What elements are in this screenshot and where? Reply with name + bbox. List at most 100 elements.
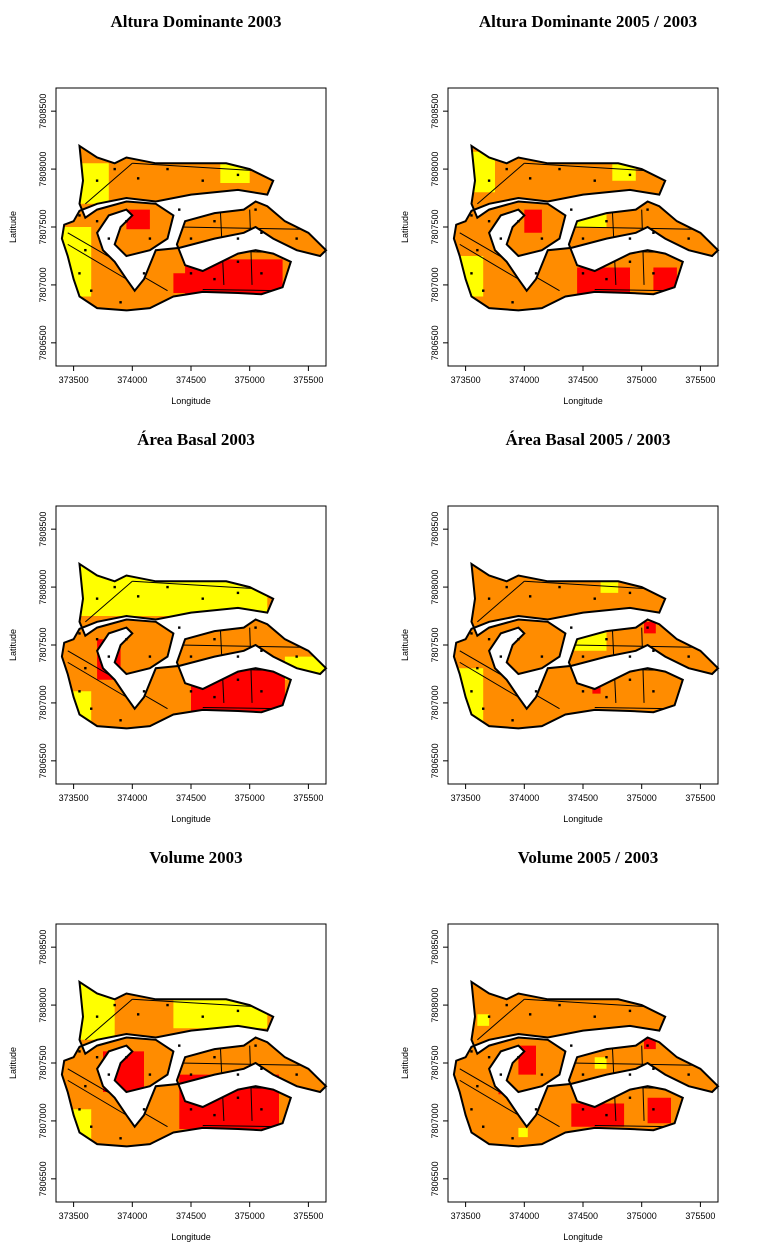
y-axis-label: Latitude [400, 629, 410, 661]
class-zone-yellow [518, 1128, 527, 1137]
sample-point [470, 1108, 472, 1110]
x-tick-label: 375500 [293, 375, 323, 385]
y-tick-label: 7807000 [38, 267, 48, 302]
class-zone-red [518, 1046, 536, 1075]
sample-point [629, 1010, 631, 1012]
sample-point [78, 632, 80, 634]
sample-point [541, 1073, 543, 1075]
sample-point [488, 1015, 490, 1017]
sample-point [558, 1004, 560, 1006]
sample-point [96, 220, 98, 222]
sample-point [260, 690, 262, 692]
sample-point [84, 249, 86, 251]
y-tick-label: 7807500 [38, 209, 48, 244]
sample-point [541, 237, 543, 239]
sample-point [78, 690, 80, 692]
y-tick-label: 7808000 [38, 152, 48, 187]
sample-point [629, 261, 631, 263]
y-tick-label: 7807000 [38, 685, 48, 720]
sample-point [629, 1073, 631, 1075]
y-tick-label: 7808500 [430, 512, 440, 547]
sample-point [652, 1068, 654, 1070]
sample-point [629, 655, 631, 657]
x-tick-label: 375000 [627, 1211, 657, 1221]
sample-point [605, 1056, 607, 1058]
sample-point [570, 1044, 572, 1046]
sample-point [500, 655, 502, 657]
sample-point [470, 1050, 472, 1052]
sample-point [652, 272, 654, 274]
sample-point [178, 1044, 180, 1046]
sample-point [488, 220, 490, 222]
y-tick-label: 7806500 [430, 325, 440, 360]
x-axis-label: Longitude [563, 1232, 603, 1242]
sample-point [149, 655, 151, 657]
y-tick-label: 7806500 [38, 1161, 48, 1196]
y-tick-label: 7808000 [38, 988, 48, 1023]
y-tick-label: 7807000 [38, 1103, 48, 1138]
sample-point [260, 232, 262, 234]
sample-point [511, 301, 513, 303]
sample-point [113, 586, 115, 588]
y-tick-label: 7808500 [430, 930, 440, 965]
sample-point [84, 1085, 86, 1087]
x-tick-label: 373500 [59, 1211, 89, 1221]
sample-point [108, 237, 110, 239]
x-tick-label: 375000 [627, 375, 657, 385]
sample-point [90, 708, 92, 710]
chart-panel-3: Área Basal 2003 373500 374000 374500 375000 3… [0, 418, 392, 833]
sample-point [190, 1073, 192, 1075]
chart-panel-6: Volume 2005 / 2003 373500 374000 374500 3750… [392, 836, 784, 1251]
class-zone-red [644, 622, 656, 634]
sample-point [582, 690, 584, 692]
class-zone-yellow [454, 668, 483, 726]
y-axis-label: Latitude [400, 1047, 410, 1079]
sample-point [190, 1108, 192, 1110]
sample-point [687, 655, 689, 657]
sample-point [137, 595, 139, 597]
sample-point [190, 690, 192, 692]
class-zone-red [524, 210, 542, 233]
sample-point [605, 1114, 607, 1116]
y-tick-label: 7806500 [38, 325, 48, 360]
y-tick-label: 7807000 [430, 267, 440, 302]
sample-point [166, 168, 168, 170]
x-tick-label: 374000 [117, 375, 147, 385]
sample-point [143, 690, 145, 692]
x-tick-label: 373500 [451, 1211, 481, 1221]
x-tick-label: 375500 [293, 1211, 323, 1221]
y-tick-label: 7807500 [430, 627, 440, 662]
chart-svg: 373500 374000 374500 375000 375500 7806500 780… [392, 0, 784, 415]
sample-point [202, 179, 204, 181]
sample-point [178, 626, 180, 628]
sample-point [558, 586, 560, 588]
y-tick-label: 7808500 [430, 94, 440, 129]
chart-panel-4: Área Basal 2005 / 2003 373500 374000 374500… [392, 418, 784, 833]
y-tick-label: 7808500 [38, 94, 48, 129]
sample-point [202, 1015, 204, 1017]
x-tick-label: 375000 [235, 375, 265, 385]
sample-point [687, 1073, 689, 1075]
y-tick-label: 7807000 [430, 1103, 440, 1138]
y-tick-label: 7806500 [430, 1161, 440, 1196]
sample-point [605, 278, 607, 280]
x-tick-label: 373500 [59, 793, 89, 803]
sample-point [488, 638, 490, 640]
sample-point [78, 272, 80, 274]
chart-panel-2: Altura Dominante 2005 / 2003 373500 374000… [392, 0, 784, 415]
x-axis-label: Longitude [171, 1232, 211, 1242]
x-tick-label: 373500 [451, 793, 481, 803]
sample-point [482, 290, 484, 292]
sample-point [237, 237, 239, 239]
y-tick-label: 7807500 [430, 1045, 440, 1080]
sample-point [149, 1073, 151, 1075]
sample-point [629, 237, 631, 239]
sample-point [652, 690, 654, 692]
sample-point [629, 174, 631, 176]
x-axis-label: Longitude [563, 814, 603, 824]
y-tick-label: 7806500 [38, 743, 48, 778]
chart-svg: 373500 374000 374500 375000 375500 7806500 780… [0, 836, 392, 1251]
x-tick-label: 374500 [568, 1211, 598, 1221]
sample-point [482, 1126, 484, 1128]
sample-point [582, 655, 584, 657]
